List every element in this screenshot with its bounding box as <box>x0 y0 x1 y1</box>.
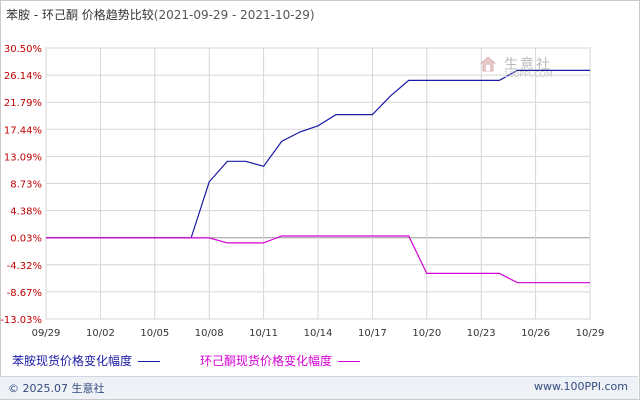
y-tick-label: -8.67% <box>7 288 42 299</box>
y-tick-label: -13.03% <box>0 315 42 326</box>
y-tick-label: -4.32% <box>7 261 42 272</box>
legend-item-series1: 苯胺现货价格变化幅度 <box>12 352 161 369</box>
y-tick-label: 21.79% <box>4 98 42 109</box>
legend-label-series2: 环己酮现货价格变化幅度 <box>200 354 333 368</box>
series-line-2 <box>46 235 590 284</box>
x-tick-label: 10/08 <box>195 328 224 339</box>
watermark: 生意社 100PPI.COM <box>480 54 576 80</box>
x-tick-label: 10/05 <box>140 328 169 339</box>
watermark-url: 100PPI.COM <box>504 70 553 79</box>
x-tick-label: 09/29 <box>32 328 61 339</box>
chart-title-range: (2021-09-29 - 2021-10-29) <box>153 8 315 22</box>
chart-title-text: 苯胺 - 环己酮 价格趋势比较 <box>6 8 154 22</box>
legend-line-series1 <box>138 361 161 362</box>
footer-bar: © 2025.07 生意社 www.100PPI.com <box>0 376 638 399</box>
y-tick-label: 8.73% <box>10 180 42 191</box>
y-tick-label: 0.03% <box>10 234 42 245</box>
legend-item-series2: 环己酮现货价格变化幅度 <box>200 352 361 369</box>
y-tick-label: 26.14% <box>4 71 42 82</box>
legend-label-series1: 苯胺现货价格变化幅度 <box>12 354 133 368</box>
copyright-text: © 2025.07 生意社 <box>8 382 105 395</box>
y-tick-label: 4.38% <box>10 207 42 218</box>
x-tick-label: 10/29 <box>576 328 605 339</box>
legend-line-series2 <box>338 361 361 362</box>
x-tick-label: 10/20 <box>412 328 441 339</box>
y-tick-label: 30.50% <box>4 44 42 55</box>
x-tick-label: 10/11 <box>249 328 278 339</box>
x-tick-label: 10/26 <box>521 328 550 339</box>
chart-title: 苯胺 - 环己酮 价格趋势比较(2021-09-29 - 2021-10-29) <box>6 6 315 23</box>
y-tick-label: 17.44% <box>4 125 42 136</box>
x-tick-label: 10/14 <box>304 328 333 339</box>
x-tick-label: 10/02 <box>86 328 115 339</box>
site-link[interactable]: www.100PPI.com <box>534 380 628 393</box>
x-tick-label: 10/23 <box>467 328 496 339</box>
watermark-name: 生意社 <box>504 57 552 73</box>
house-logo-icon <box>480 56 496 72</box>
y-tick-label: 13.09% <box>4 152 42 163</box>
x-tick-label: 10/17 <box>358 328 387 339</box>
